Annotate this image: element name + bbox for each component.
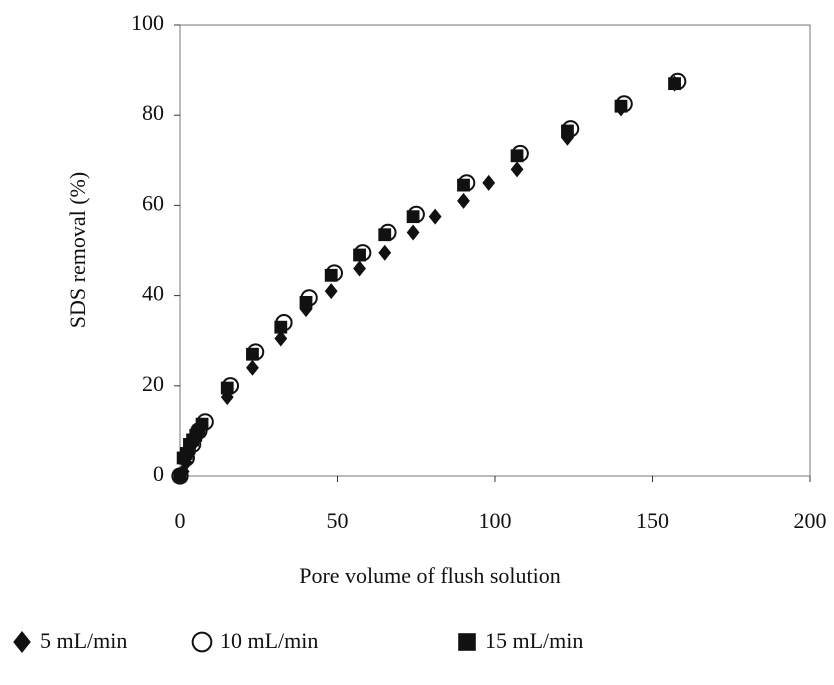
legend-marker xyxy=(191,631,213,653)
square-marker xyxy=(195,417,209,431)
y-tick-label: 80 xyxy=(142,100,164,125)
diamond-marker xyxy=(428,208,442,225)
square-marker xyxy=(220,381,234,395)
diamond-marker xyxy=(510,161,524,178)
square-marker xyxy=(457,178,470,192)
square-marker xyxy=(324,268,338,282)
diamond-marker xyxy=(353,260,366,277)
x-tick-label: 50 xyxy=(327,508,349,533)
square-marker xyxy=(299,295,313,309)
x-axis-label: Pore volume of flush solution xyxy=(299,563,561,588)
x-tick-label: 200 xyxy=(794,508,827,533)
square-marker xyxy=(274,320,288,334)
diamond-marker xyxy=(324,283,338,300)
y-tick-label: 20 xyxy=(142,371,164,396)
square-marker xyxy=(353,248,366,262)
square-marker xyxy=(668,77,681,91)
x-tick-label: 0 xyxy=(175,508,186,533)
square-marker xyxy=(561,124,574,138)
diamond-marker xyxy=(299,301,313,318)
plot-frame xyxy=(179,24,811,477)
legend-label: 10 mL/min xyxy=(220,628,318,653)
legend-marker xyxy=(13,631,31,653)
diamond-marker xyxy=(406,224,420,241)
x-tick-label: 150 xyxy=(636,508,669,533)
y-tick-label: 0 xyxy=(153,461,164,486)
square-marker xyxy=(246,347,259,361)
square-marker xyxy=(406,210,420,224)
legend-marker xyxy=(458,633,476,651)
square-marker xyxy=(614,99,628,113)
diamond-marker xyxy=(482,174,496,191)
square-marker xyxy=(378,228,392,242)
legend-label: 15 mL/min xyxy=(485,628,583,653)
y-tick-label: 100 xyxy=(131,10,164,35)
square-marker xyxy=(510,149,524,163)
diamond-marker xyxy=(378,244,392,261)
y-axis-label: SDS removal (%) xyxy=(65,172,90,328)
diamond-marker xyxy=(457,192,470,209)
x-tick-label: 100 xyxy=(479,508,512,533)
diamond-marker xyxy=(274,330,288,347)
square-marker xyxy=(173,469,187,483)
y-tick-label: 40 xyxy=(142,281,164,306)
legend-label: 5 mL/min xyxy=(40,628,127,653)
diamond-marker xyxy=(246,359,259,376)
y-tick-label: 60 xyxy=(142,190,164,215)
